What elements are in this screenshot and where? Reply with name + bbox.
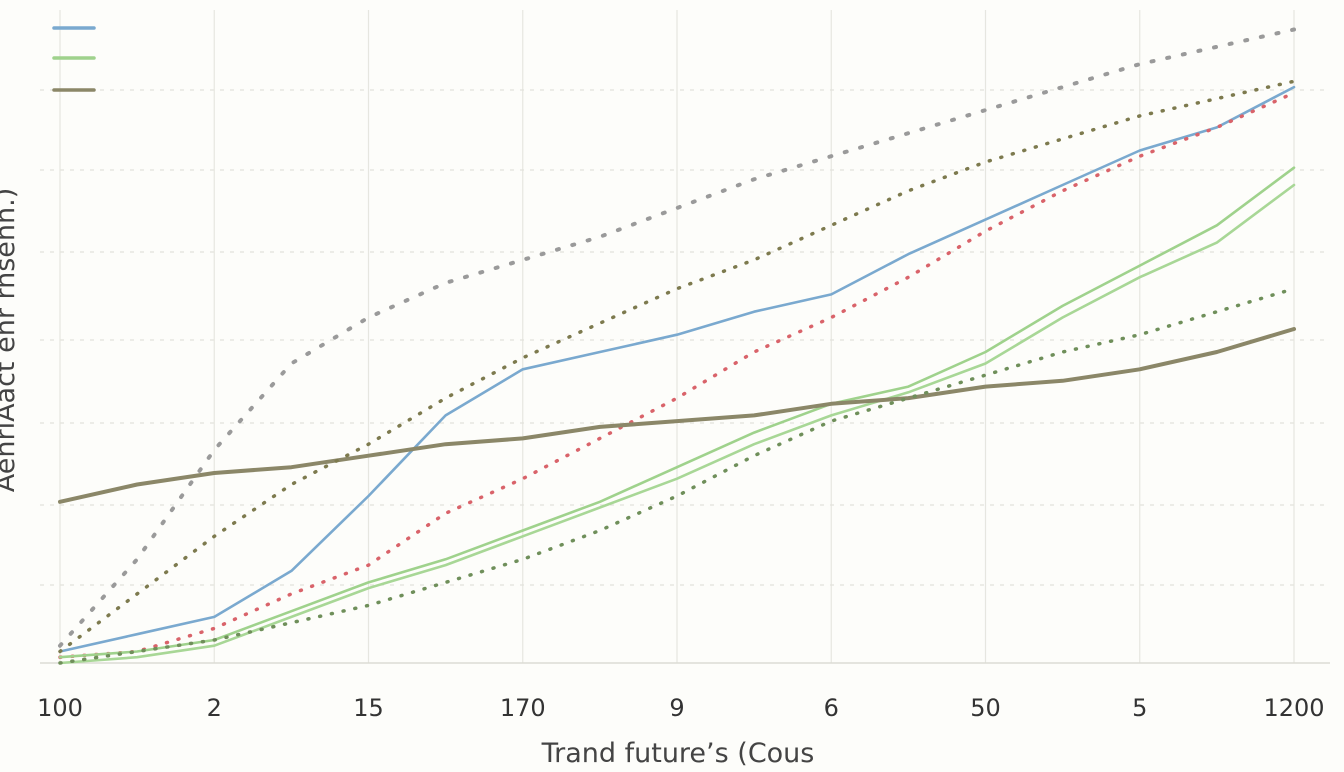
x-tick-label: 5 — [1132, 694, 1147, 722]
x-tick-labels: 100 2 15 170 9 6 50 5 1200 — [37, 694, 1324, 722]
series-group — [58, 27, 1296, 665]
x-axis-title: Trand future’s (Cous — [541, 738, 815, 768]
x-tick-label: 1200 — [1263, 694, 1324, 722]
series-line-3 — [58, 166, 1296, 659]
y-axis-title: AenrlAact enr rnsenn.) — [0, 188, 21, 493]
series-line-7 — [58, 286, 1296, 665]
x-tick-label: 170 — [500, 694, 546, 722]
grid-lines — [40, 10, 1330, 664]
series-line-4 — [58, 183, 1296, 665]
x-tick-label: 9 — [669, 694, 684, 722]
series-line-6 — [58, 79, 1296, 654]
legend — [52, 26, 96, 92]
series-line-5 — [58, 327, 1296, 504]
series-line-8 — [58, 27, 1296, 648]
series-line-1 — [58, 85, 1296, 653]
x-tick-label: 100 — [37, 694, 83, 722]
x-tick-label: 15 — [353, 694, 384, 722]
x-tick-label: 2 — [207, 694, 222, 722]
series-line-2 — [58, 91, 1296, 659]
x-tick-label: 50 — [970, 694, 1001, 722]
x-tick-label: 6 — [824, 694, 839, 722]
